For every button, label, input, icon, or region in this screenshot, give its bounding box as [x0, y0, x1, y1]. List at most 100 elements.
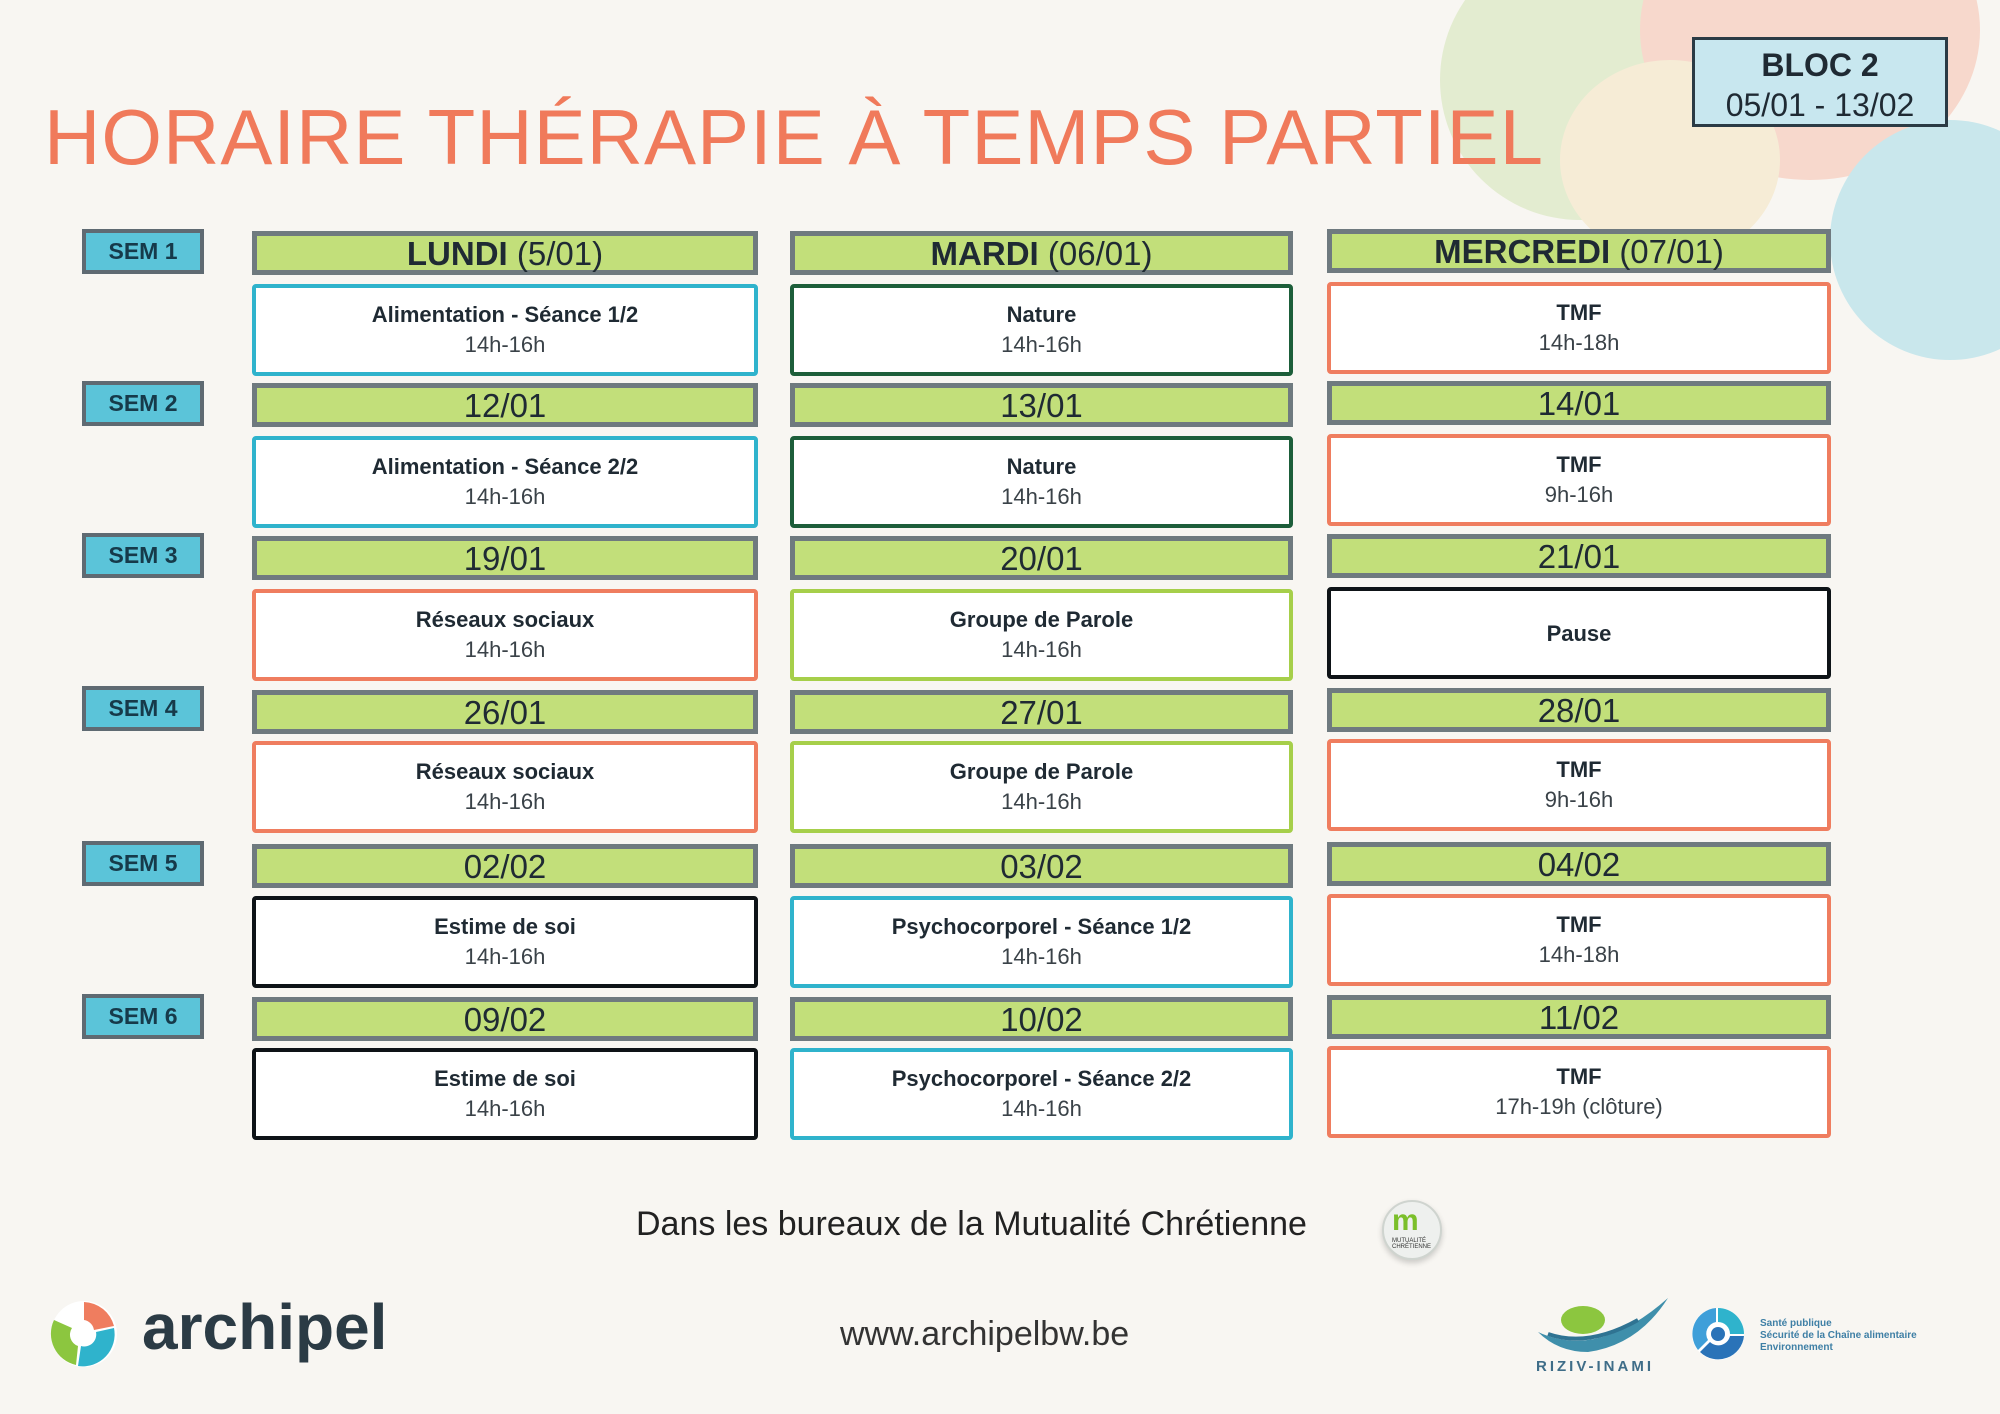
day-date: (06/01): [1047, 235, 1153, 272]
activity-name: Réseaux sociaux: [415, 759, 595, 784]
date-header: 13/01: [790, 383, 1293, 427]
date-header: 02/02: [252, 844, 758, 888]
activity-card: Groupe de Parole 14h-16h: [790, 741, 1293, 833]
activity-time: 14h-16h: [1001, 637, 1082, 662]
activity-card: Estime de soi 14h-16h: [252, 1048, 758, 1140]
activity-name: TMF: [1556, 912, 1602, 937]
riziv-inami-text: RIZIV-INAMI: [1536, 1358, 1654, 1375]
activity-name: Estime de soi: [434, 1066, 576, 1091]
activity-time: 14h-16h: [464, 637, 546, 662]
activity-name: Alimentation - Séance 1/2: [371, 302, 639, 327]
activity-name: Psychocorporel - Séance 1/2: [891, 914, 1192, 939]
spf-line-3: Environnement: [1760, 1342, 1833, 1353]
date-header: 26/01: [252, 690, 758, 734]
location-note: Dans les bureaux de la Mutualité Chrétie…: [636, 1205, 1307, 1243]
date-header: 20/01: [790, 536, 1293, 580]
spf-text: Santé publique Sécurité de la Chaîne ali…: [1760, 1318, 1917, 1354]
activity-card: TMF 14h-18h: [1327, 894, 1831, 986]
date-header: 11/02: [1327, 995, 1831, 1039]
day-name: MARDI: [930, 235, 1039, 272]
riziv-inami-logo-icon: [1538, 1298, 1668, 1352]
activity-time: 14h-16h: [464, 789, 546, 814]
spf-line-2: Sécurité de la Chaîne alimentaire: [1760, 1330, 1917, 1341]
week-label-5: SEM 5: [82, 841, 204, 886]
bloc-badge: BLOC 2 05/01 - 13/02: [1692, 37, 1948, 127]
activity-time: 9h-16h: [1544, 482, 1614, 507]
activity-time: 17h-19h (clôture): [1495, 1094, 1663, 1119]
day-header-wednesday: MERCREDI (07/01): [1327, 229, 1831, 273]
day-header-monday: LUNDI (5/01): [252, 231, 758, 275]
date-header: 10/02: [790, 997, 1293, 1041]
activity-card: Psychocorporel - Séance 1/2 14h-16h: [790, 896, 1293, 988]
activity-time: 14h-16h: [1001, 484, 1082, 509]
activity-name: Groupe de Parole: [949, 607, 1134, 632]
activity-time: 14h-16h: [464, 944, 546, 969]
archipel-logo-icon: [50, 1301, 117, 1367]
date-header: 03/02: [790, 844, 1293, 888]
activity-name: Nature: [1006, 302, 1077, 327]
day-name: LUNDI: [406, 235, 508, 272]
activity-time: 14h-16h: [464, 484, 546, 509]
activity-card: Estime de soi 14h-16h: [252, 896, 758, 988]
activity-name: Pause: [1546, 621, 1612, 646]
activity-card: Psychocorporel - Séance 2/2 14h-16h: [790, 1048, 1293, 1140]
activity-card: Alimentation - Séance 1/2 14h-16h: [252, 284, 758, 376]
activity-card: Nature 14h-16h: [790, 284, 1293, 376]
activity-time: 14h-16h: [1001, 1096, 1082, 1121]
activity-name: TMF: [1556, 757, 1602, 782]
activity-time: 14h-18h: [1538, 330, 1620, 355]
archipel-wordmark: archipel: [142, 1291, 388, 1363]
activity-time: 14h-16h: [1001, 332, 1082, 357]
activity-name: TMF: [1556, 300, 1602, 325]
date-header: 27/01: [790, 690, 1293, 734]
date-header: 21/01: [1327, 534, 1831, 578]
date-header: 19/01: [252, 536, 758, 580]
day-date: (5/01): [516, 235, 604, 272]
day-name: MERCREDI: [1434, 233, 1611, 270]
activity-name: Nature: [1006, 454, 1077, 479]
activity-time: 14h-16h: [464, 1096, 546, 1121]
date-header: 09/02: [252, 997, 758, 1041]
activity-time: 14h-16h: [1001, 789, 1082, 814]
spf-sante-publique-logo-icon: [1692, 1308, 1744, 1360]
activity-time: 14h-18h: [1538, 942, 1620, 967]
activity-time: 14h-16h: [1001, 944, 1082, 969]
activity-time: 14h-16h: [464, 332, 546, 357]
activity-card: Groupe de Parole 14h-16h: [790, 589, 1293, 681]
activity-name: Réseaux sociaux: [415, 607, 595, 632]
week-label-2: SEM 2: [82, 381, 204, 426]
activity-card: TMF 17h-19h (clôture): [1327, 1046, 1831, 1138]
activity-name: Groupe de Parole: [949, 759, 1134, 784]
week-label-6: SEM 6: [82, 994, 204, 1039]
activity-name: Estime de soi: [434, 914, 576, 939]
mc-logo-text: MUTUALITÉ CHRÉTIENNE: [1392, 1238, 1432, 1250]
spf-line-1: Santé publique: [1760, 1318, 1832, 1329]
activity-card: Nature 14h-16h: [790, 436, 1293, 528]
bloc-dates: 05/01 - 13/02: [1725, 87, 1915, 123]
activity-card: TMF 9h-16h: [1327, 739, 1831, 831]
activity-card: Alimentation - Séance 2/2 14h-16h: [252, 436, 758, 528]
week-label-1: SEM 1: [82, 229, 204, 274]
activity-name: Psychocorporel - Séance 2/2: [891, 1066, 1192, 1091]
activity-name: TMF: [1556, 1064, 1602, 1089]
activity-card-pause: Pause: [1327, 587, 1831, 679]
day-date: (07/01): [1619, 233, 1724, 270]
week-label-4: SEM 4: [82, 686, 204, 731]
activity-name: Alimentation - Séance 2/2: [371, 454, 639, 479]
date-header: 12/01: [252, 383, 758, 427]
website-link[interactable]: www.archipelbw.be: [840, 1315, 1130, 1353]
day-header-tuesday: MARDI (06/01): [790, 231, 1293, 275]
date-header: 14/01: [1327, 381, 1831, 425]
mutualite-chretienne-logo: m MUTUALITÉ CHRÉTIENNE: [1382, 1200, 1442, 1260]
activity-time: 9h-16h: [1544, 787, 1614, 812]
activity-card: Réseaux sociaux 14h-16h: [252, 741, 758, 833]
activity-card: Réseaux sociaux 14h-16h: [252, 589, 758, 681]
date-header: 04/02: [1327, 842, 1831, 886]
mc-logo-mark: m: [1392, 1204, 1419, 1237]
activity-card: TMF 9h-16h: [1327, 434, 1831, 526]
week-label-3: SEM 3: [82, 533, 204, 578]
activity-name: TMF: [1556, 452, 1602, 477]
bloc-label: BLOC 2: [1761, 47, 1879, 83]
page-title: HORAIRE THÉRAPIE À TEMPS PARTIEL: [44, 93, 1544, 182]
activity-card: TMF 14h-18h: [1327, 282, 1831, 374]
